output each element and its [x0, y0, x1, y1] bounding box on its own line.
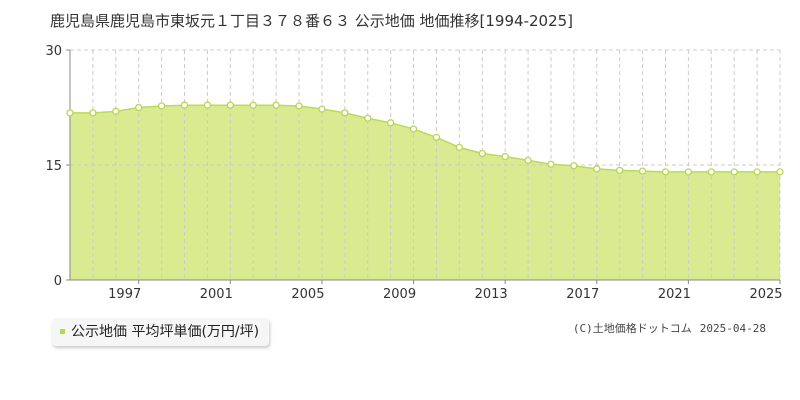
data-point	[364, 114, 372, 122]
data-point	[66, 109, 74, 117]
data-point	[616, 166, 624, 175]
data-point	[226, 101, 234, 109]
data-point	[455, 143, 464, 152]
data-point	[157, 102, 166, 110]
data-point	[524, 156, 532, 165]
x-tick-label: 2001	[200, 287, 233, 302]
credit-text: (C)土地価格ドットコム	[572, 322, 692, 335]
data-point	[593, 165, 601, 173]
data-point	[180, 101, 189, 109]
legend-swatch	[60, 328, 65, 334]
chart-title: 鹿児島県鹿児島市東坂元１丁目３７８番６３ 公示地価 地価推移[1994-2025…	[50, 12, 574, 30]
series-line	[70, 104, 780, 173]
x-tick-label: 2017	[566, 287, 599, 302]
x-tick-label: 2009	[383, 287, 416, 302]
data-point	[547, 160, 555, 168]
data-point	[776, 168, 784, 176]
credit: (C)土地価格ドットコム 2025-04-28	[573, 320, 766, 336]
series-area	[70, 105, 780, 280]
data-point	[707, 168, 715, 176]
data-point	[386, 119, 395, 127]
data-point	[249, 101, 257, 109]
y-tick-label: 30	[45, 44, 62, 59]
data-point	[272, 101, 280, 109]
data-point	[730, 168, 738, 176]
data-point	[203, 101, 212, 109]
data-point	[478, 149, 486, 158]
x-tick-label: 2005	[291, 287, 324, 302]
x-tick-label: 2025	[749, 287, 782, 302]
y-tick-label: 0	[54, 274, 62, 289]
data-point	[661, 168, 670, 176]
data-point	[432, 133, 441, 142]
data-point	[570, 162, 578, 170]
data-point	[684, 168, 693, 176]
legend: 公示地価 平均坪単価(万円/坪)	[52, 318, 270, 346]
data-point	[409, 125, 418, 133]
data-point	[638, 167, 647, 175]
x-tick-label: 2013	[475, 287, 508, 302]
y-tick-label: 15	[45, 159, 62, 174]
legend-label: 公示地価 平均坪単価(万円/坪)	[71, 324, 260, 340]
data-point	[318, 105, 326, 113]
data-point	[112, 107, 120, 115]
data-point	[89, 109, 97, 117]
credit-date: 2025-04-28	[699, 322, 766, 335]
x-tick-label: 2021	[658, 287, 691, 302]
data-point	[501, 152, 509, 161]
data-point	[295, 102, 303, 110]
data-point	[753, 168, 761, 176]
data-point	[135, 103, 143, 112]
x-tick-label: 1997	[108, 287, 141, 302]
data-point	[341, 109, 349, 117]
